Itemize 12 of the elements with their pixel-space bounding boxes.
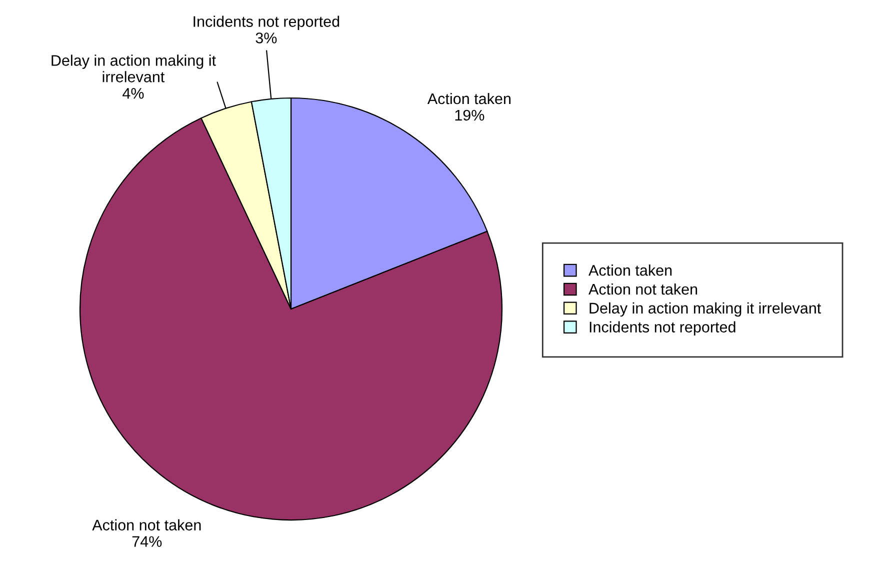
legend-label: Delay in action making it irrelevant: [590, 302, 822, 317]
legend-label: Incidents not reported: [590, 321, 736, 336]
slice-label: Delay in action making it irrelevant: [52, 54, 216, 82]
slice-label: Action not taken: [92, 519, 201, 530]
slice-label: Action taken: [427, 92, 510, 104]
data-label: 74%: [132, 536, 162, 547]
slice-label: Incidents not reported: [194, 16, 340, 30]
legend-label: Action taken: [588, 264, 672, 276]
data-label: 19%: [455, 110, 484, 121]
legend-label: Action not taken: [588, 283, 698, 295]
data-label: 3%: [256, 32, 277, 44]
data-label: 4%: [122, 88, 144, 99]
